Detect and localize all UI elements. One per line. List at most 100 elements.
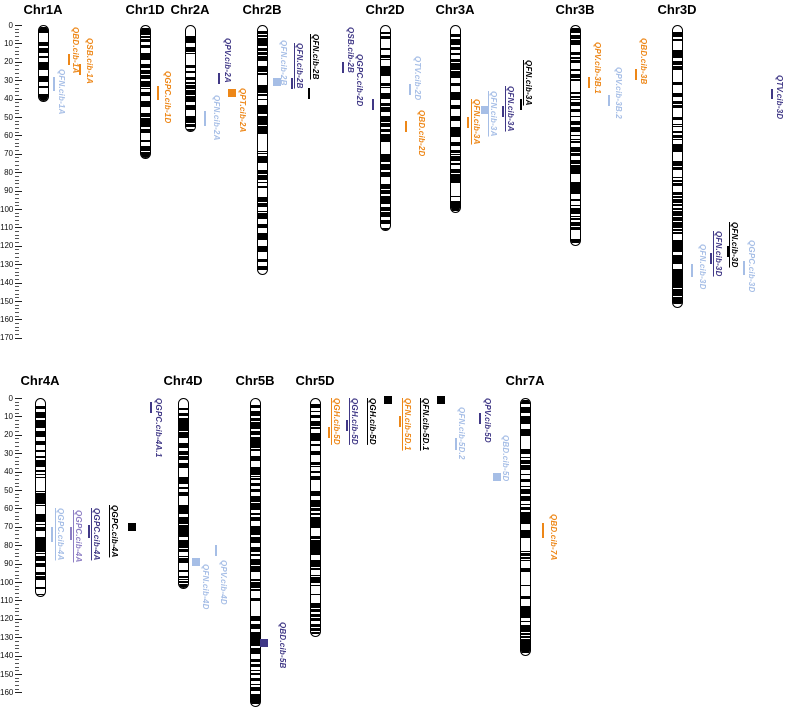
qtl-interval-bar (635, 69, 637, 81)
chromosome-band (380, 163, 390, 168)
chromosome-band (38, 51, 48, 54)
chromosome-band (257, 211, 267, 213)
ruler-label: 90 (4, 559, 13, 569)
chromosome-band (520, 595, 530, 600)
ruler-major-tick (15, 563, 22, 565)
chromosome-band (185, 98, 195, 101)
chromosome-band (672, 147, 682, 150)
chromosome-band (257, 152, 267, 154)
chromosome-band (257, 233, 267, 237)
ruler-minor-tick (15, 289, 19, 291)
chromosome-band (310, 444, 320, 446)
chromosome-band (257, 56, 267, 58)
chromosome-band (520, 434, 530, 436)
chromosome-band (570, 74, 580, 76)
chromosome-band (250, 633, 260, 637)
chromosome-band (250, 412, 260, 417)
chromosome-band (38, 86, 48, 88)
chromosome-band (520, 521, 530, 525)
ruler-minor-tick (15, 128, 19, 130)
ruler-minor-tick (15, 431, 19, 433)
chromosome-band (250, 512, 260, 516)
chromosome-band (35, 442, 45, 445)
ruler-minor-tick (15, 552, 19, 554)
qtl-label: QGPC.cib-4A (56, 508, 65, 561)
chromosome-band (38, 63, 48, 65)
chromosome-band (140, 91, 150, 96)
chromosome-band (310, 576, 320, 579)
chromosome-band (257, 212, 267, 214)
qtl-label: QPT.cib-2A (238, 87, 247, 133)
chromosome-band (380, 222, 390, 224)
chromosome-band (380, 185, 390, 189)
ruler-minor-tick (15, 157, 19, 159)
chromosome-band (250, 503, 260, 506)
chromosome-band (250, 639, 260, 644)
chromosome-band (35, 405, 45, 409)
ruler-label: 20 (4, 57, 13, 67)
chromosome-band (185, 81, 195, 84)
chromosome-band (672, 207, 682, 211)
chromosome-band (185, 105, 195, 108)
chromosome-band (380, 171, 390, 173)
ruler-label: 90 (4, 186, 13, 196)
chromosome-band (520, 635, 530, 639)
chromosome-band (178, 524, 188, 528)
qtl-label: QFN.cib-5D.1 (403, 398, 412, 451)
chromosome-band (38, 94, 48, 98)
chromosome-band (185, 46, 195, 50)
chromosome-band (520, 643, 530, 646)
chromosome-band (380, 220, 390, 224)
chromosome-band (570, 218, 580, 220)
chromosome-band (257, 133, 267, 135)
chromosome-band (178, 556, 188, 558)
chromosome-band (570, 222, 580, 227)
chromosome-band (35, 497, 45, 502)
ruler-minor-tick (15, 677, 19, 679)
qtl-interval-bar (308, 87, 310, 99)
chromosome-band (178, 510, 188, 514)
ruler-minor-tick (15, 574, 19, 576)
chromosome-band (185, 107, 195, 111)
ruler-minor-tick (15, 146, 19, 148)
chromosome-band (310, 505, 320, 508)
ruler-minor-tick (15, 648, 19, 650)
ruler-minor-tick (15, 537, 19, 539)
chromosome-band (450, 207, 460, 211)
ruler-minor-tick (15, 168, 19, 170)
chromosome-band (250, 532, 260, 536)
chromosome-band (35, 593, 45, 595)
chromosome-band (380, 183, 390, 188)
chromosome-bar (37, 25, 49, 103)
chromosome-band (672, 139, 682, 141)
chromosome-band (672, 294, 682, 297)
ruler-label: 10 (4, 38, 13, 48)
chromosome-band (38, 47, 48, 50)
ruler-minor-tick (15, 197, 19, 199)
ruler-minor-tick (15, 464, 19, 466)
qtl-marker-square (228, 89, 236, 98)
chromosome-band (257, 150, 267, 152)
ruler-minor-tick (15, 124, 19, 126)
ruler-minor-tick (15, 523, 19, 525)
chromosome-band (310, 550, 320, 555)
chromosome-band (178, 539, 188, 542)
chromosome-band (450, 118, 460, 121)
chromosome-band (250, 438, 260, 441)
chromosome-bar (671, 25, 683, 309)
chromosome-band (250, 617, 260, 621)
chromosome-band (35, 426, 45, 429)
chromosome-band (520, 491, 530, 495)
chromosome-band (140, 120, 150, 125)
qtl-interval-bar (520, 98, 522, 110)
chromosome-band (380, 137, 390, 139)
chromosome-band (250, 647, 260, 651)
chromosome-band (672, 224, 682, 226)
ruler-minor-tick (15, 519, 19, 521)
chromosome-band (185, 37, 195, 40)
chromosome-band (450, 169, 460, 174)
qtl-label: QFN.cib-3D (698, 243, 707, 290)
ruler-minor-tick (15, 323, 19, 325)
chromosome-band (310, 414, 320, 418)
chromosome-band (450, 130, 460, 133)
